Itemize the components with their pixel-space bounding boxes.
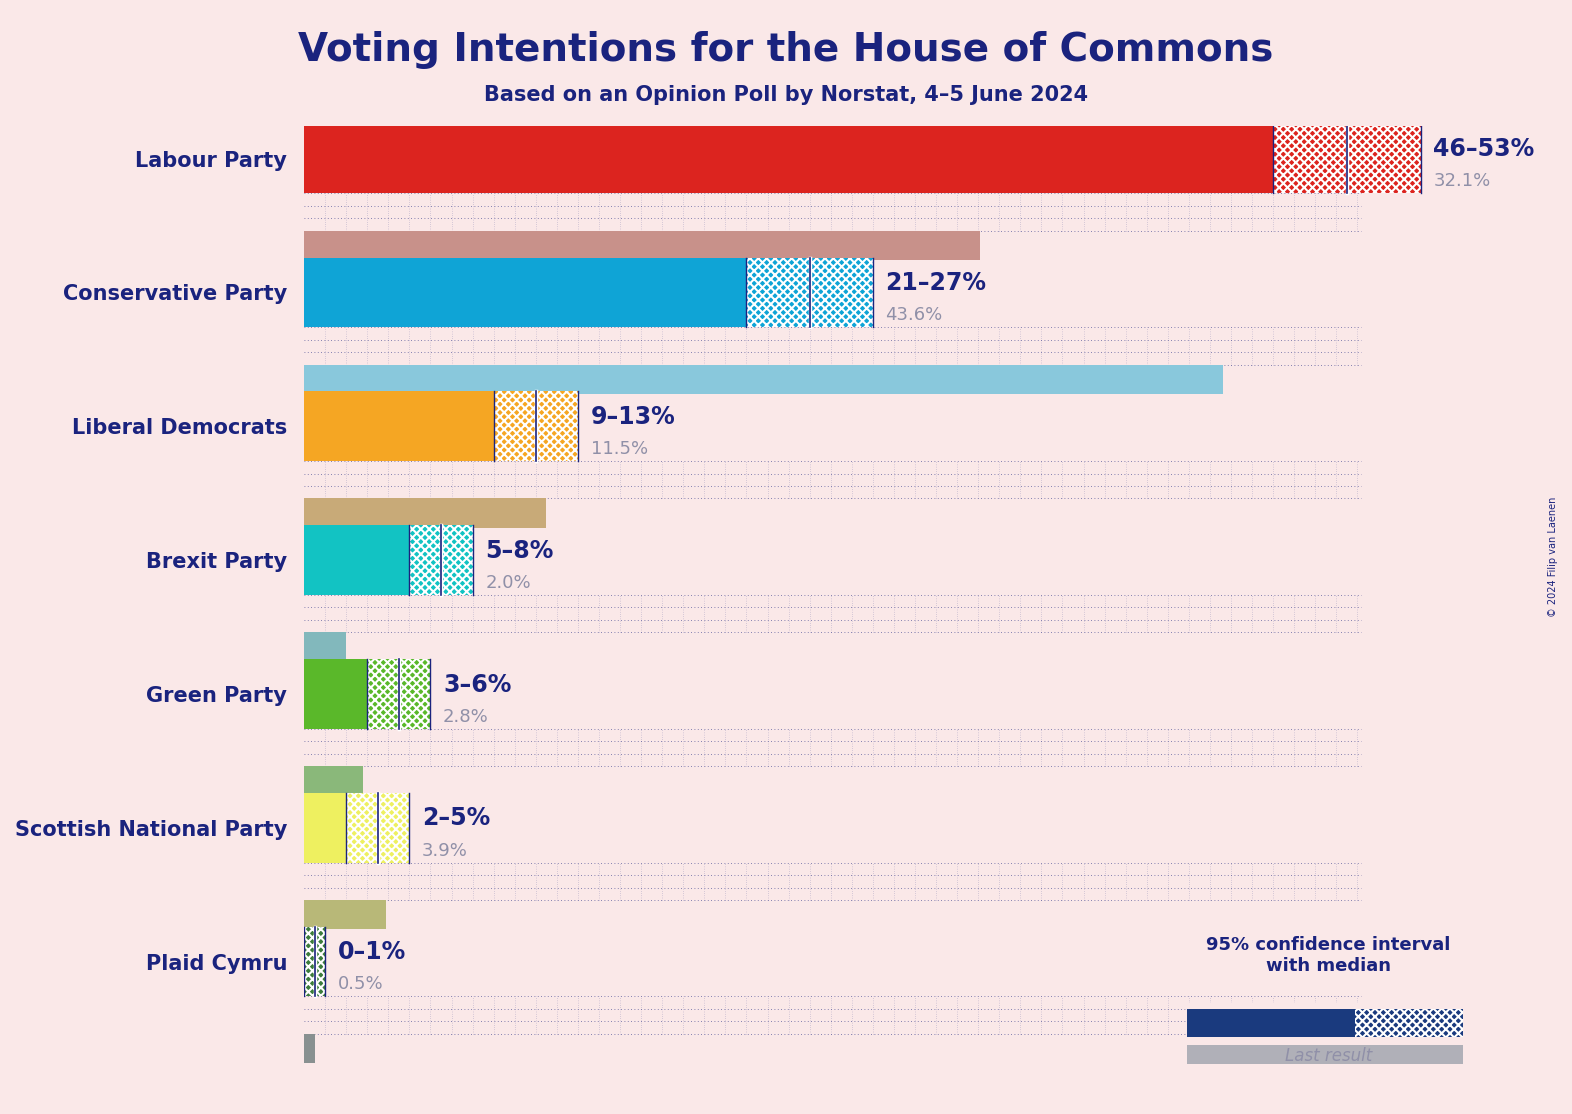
Bar [494, 391, 578, 461]
Text: Last result: Last result [1284, 1047, 1372, 1065]
Bar [1187, 1009, 1355, 1037]
Bar [303, 391, 494, 461]
Text: 2–5%: 2–5% [421, 807, 490, 830]
Text: 21–27%: 21–27% [885, 271, 987, 295]
Text: Voting Intentions for the House of Commons: Voting Intentions for the House of Commo… [299, 31, 1273, 69]
Text: 0.5%: 0.5% [338, 976, 384, 994]
Text: 3–6%: 3–6% [443, 673, 511, 696]
Bar [1187, 1045, 1462, 1064]
Bar [303, 498, 547, 528]
Bar [303, 659, 368, 729]
Bar [346, 793, 409, 862]
Bar [303, 231, 981, 261]
Bar [303, 633, 346, 662]
Text: 3.9%: 3.9% [421, 841, 468, 860]
Bar [303, 1034, 314, 1064]
Bar [303, 900, 387, 929]
Text: 46–53%: 46–53% [1434, 137, 1534, 162]
Text: 95% confidence interval
with median: 95% confidence interval with median [1206, 937, 1451, 975]
Text: 9–13%: 9–13% [591, 404, 676, 429]
Bar [409, 526, 473, 595]
Bar [747, 257, 872, 328]
Text: 11.5%: 11.5% [591, 440, 648, 458]
Bar [303, 793, 346, 862]
Text: © 2024 Filip van Laenen: © 2024 Filip van Laenen [1548, 497, 1558, 617]
Bar [303, 526, 409, 595]
Bar [303, 124, 1273, 194]
Bar [303, 257, 747, 328]
Bar [1355, 1009, 1462, 1037]
Bar [303, 766, 363, 795]
Text: 2.0%: 2.0% [486, 574, 531, 592]
Text: 5–8%: 5–8% [486, 539, 553, 563]
Bar [303, 364, 1223, 394]
Text: 0–1%: 0–1% [338, 940, 406, 965]
Text: 43.6%: 43.6% [885, 306, 943, 324]
Text: 32.1%: 32.1% [1434, 173, 1490, 190]
Bar [368, 659, 431, 729]
Text: Based on an Opinion Poll by Norstat, 4–5 June 2024: Based on an Opinion Poll by Norstat, 4–5… [484, 85, 1088, 105]
Bar [1273, 124, 1421, 194]
Bar [303, 927, 325, 996]
Text: 2.8%: 2.8% [443, 707, 489, 725]
